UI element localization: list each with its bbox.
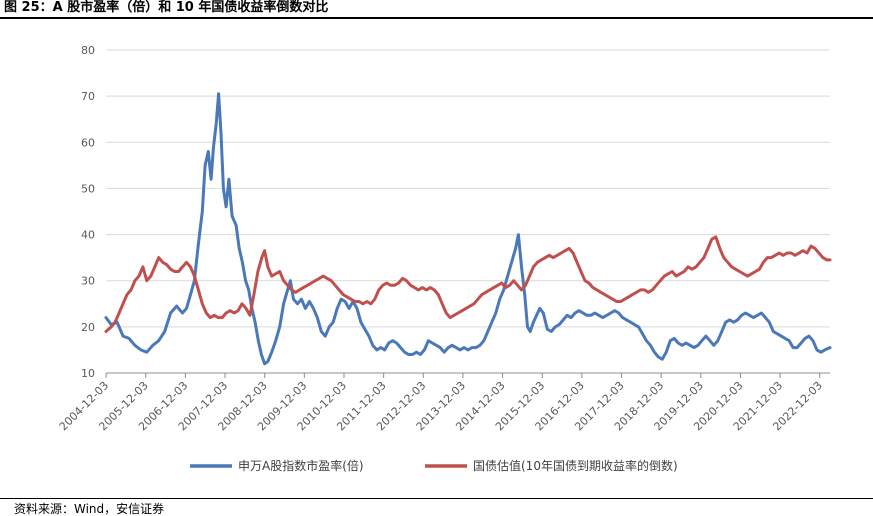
source-note: 资料来源：Wind，安信证券 bbox=[14, 502, 165, 516]
y-axis-ticks: 10 20 30 40 50 60 70 80 bbox=[81, 44, 95, 380]
top-rule bbox=[0, 17, 873, 19]
bottom-rule bbox=[0, 498, 873, 499]
legend-label-1: 申万A股指数市盈率(倍) bbox=[238, 458, 364, 473]
y-tick-label: 80 bbox=[81, 44, 95, 57]
chart-title: 图 25：A 股市盈率（倍）和 10 年国债收益率倒数对比 bbox=[4, 0, 329, 15]
gridlines bbox=[106, 49, 830, 328]
y-tick-label: 60 bbox=[81, 136, 95, 149]
y-tick-label: 70 bbox=[81, 90, 95, 103]
series-line-2 bbox=[104, 235, 832, 333]
legend: 申万A股指数市盈率(倍) 国债估值(10年国债到期收益率的倒数) bbox=[190, 458, 678, 473]
y-tick-label: 10 bbox=[81, 367, 95, 380]
y-tick-label: 50 bbox=[81, 182, 95, 195]
series-line-1 bbox=[104, 92, 832, 366]
y-tick-label: 20 bbox=[81, 321, 95, 334]
series-lines bbox=[104, 92, 832, 366]
y-tick-label: 30 bbox=[81, 275, 95, 288]
x-axis-ticks: 2004-12-032005-12-032006-12-032007-12-03… bbox=[57, 373, 825, 433]
legend-label-2: 国债估值(10年国债到期收益率的倒数) bbox=[473, 458, 678, 473]
y-tick-label: 40 bbox=[81, 229, 95, 242]
